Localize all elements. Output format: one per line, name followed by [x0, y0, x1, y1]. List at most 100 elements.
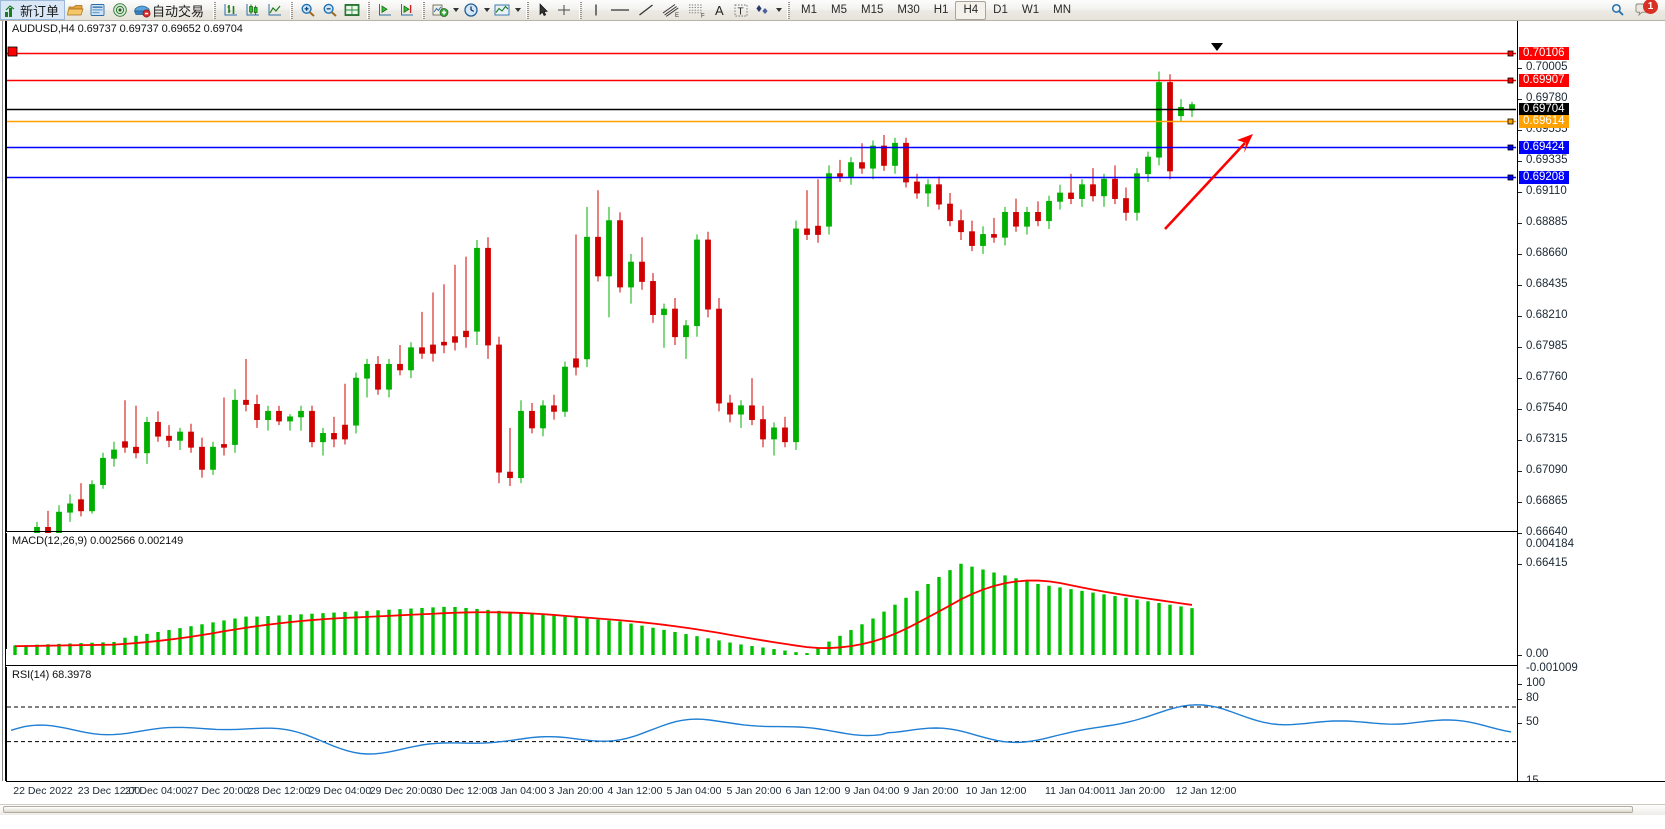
candle	[540, 400, 546, 437]
candle	[1123, 187, 1129, 221]
timeframe-mn[interactable]: MN	[1053, 3, 1071, 16]
periods-dropdown-caret[interactable]	[482, 0, 491, 20]
price-candles-svg	[12, 71, 1195, 569]
data-window-icon[interactable]	[87, 0, 109, 20]
indicators-dropdown-caret[interactable]	[451, 0, 460, 20]
price-tick-label: 0.66865	[1526, 495, 1568, 507]
candle	[133, 405, 139, 459]
time-scale[interactable]: 22 Dec 2022 23 Dec 12:00 27 Dec 04:00 27 De…	[6, 781, 1665, 803]
price-level-tag[interactable]: 0.69907	[1519, 74, 1569, 87]
rsi-tick-label: 50	[1526, 716, 1539, 728]
candle	[650, 273, 656, 323]
timeframe-w1[interactable]: W1	[1021, 3, 1040, 16]
candle	[287, 414, 293, 431]
candlestick-chart-icon[interactable]	[242, 0, 264, 20]
zoom-out-icon[interactable]	[319, 0, 341, 20]
time-axis-label: 30 Dec 12:00	[430, 785, 494, 797]
svg-text:T: T	[738, 7, 744, 18]
tile-windows-icon[interactable]	[341, 0, 363, 20]
toolbar-separator	[422, 1, 426, 19]
horizontal-line-icon[interactable]	[606, 0, 634, 20]
candle	[474, 240, 480, 346]
crosshair-icon[interactable]	[553, 0, 575, 20]
rsi-tick-mark	[1518, 723, 1522, 724]
time-axis-label: 12 Jan 12:00	[1175, 785, 1237, 797]
folder-icon[interactable]	[65, 0, 87, 20]
price-tick-label: 0.68660	[1526, 247, 1568, 259]
timeframe-h1[interactable]: H1	[933, 3, 949, 16]
rsi-tick-label: 100	[1526, 677, 1546, 689]
objects-dropdown-caret[interactable]	[774, 0, 783, 20]
cursor-icon[interactable]	[533, 0, 553, 20]
candle	[243, 358, 249, 412]
search-icon[interactable]	[1607, 0, 1629, 20]
line-chart-icon[interactable]	[264, 0, 286, 20]
fibonacci-icon[interactable]: F	[684, 0, 710, 20]
timeframe-d1[interactable]: D1	[993, 3, 1008, 16]
candle	[595, 190, 601, 282]
autotrading-button[interactable]: 自动交易	[131, 0, 209, 20]
timeframe-h4[interactable]: H4	[955, 0, 987, 20]
timeframe-m1[interactable]: M1	[801, 3, 818, 16]
macd-tick-mark	[1518, 655, 1522, 656]
candle	[1002, 206, 1008, 246]
price-tick-mark	[1518, 502, 1522, 503]
candle	[232, 389, 238, 453]
price-tick-mark	[1518, 161, 1522, 162]
rsi-tick-mark	[1518, 684, 1522, 685]
candle	[331, 416, 337, 448]
chart-canvas-area[interactable]: AUDUSD,H4 0.69737 0.69737 0.69652 0.6970…	[0, 21, 1665, 829]
price-levels-overlay	[7, 43, 1516, 230]
candle	[1090, 168, 1096, 202]
bullish-trend-arrow	[1164, 134, 1253, 230]
candle	[661, 303, 667, 348]
macd-pane[interactable]: MACD(12,26,9) 0.002566 0.002149	[6, 533, 1517, 655]
zoom-in-icon[interactable]	[297, 0, 319, 20]
candle	[166, 425, 172, 448]
candle	[386, 358, 392, 398]
candle	[749, 378, 755, 426]
rsi-pane[interactable]: RSI(14) 68.3978	[6, 667, 1517, 781]
price-level-tag[interactable]: 0.69424	[1519, 141, 1569, 154]
price-level-tag[interactable]: 0.70106	[1519, 47, 1569, 60]
equidistant-channel-icon[interactable]: E	[658, 0, 684, 20]
candle	[793, 220, 799, 451]
new-order-button[interactable]: 新订单	[0, 0, 66, 20]
templates-dropdown-caret[interactable]	[513, 0, 522, 20]
auto-scroll-icon[interactable]	[396, 0, 418, 20]
price-tick-mark	[1518, 223, 1522, 224]
timeframe-m30[interactable]: M30	[897, 3, 920, 16]
price-level-tag[interactable]: 0.69704	[1519, 103, 1569, 116]
shift-end-icon[interactable]	[374, 0, 396, 20]
templates-icon[interactable]	[491, 0, 513, 20]
timeframe-m5[interactable]: M5	[831, 3, 847, 16]
text-label-icon[interactable]: T	[730, 0, 752, 20]
horizontal-scrollbar-thumb[interactable]	[3, 806, 1633, 813]
price-pane[interactable]: AUDUSD,H4 0.69737 0.69737 0.69652 0.6970…	[6, 21, 1517, 569]
candle	[1024, 206, 1030, 235]
objects-icon[interactable]	[752, 0, 774, 20]
candle	[1057, 184, 1063, 210]
candle	[782, 416, 788, 448]
price-level-tag[interactable]: 0.69208	[1519, 171, 1569, 184]
timeframe-m15[interactable]: M15	[861, 3, 884, 16]
candle	[309, 405, 315, 448]
candle	[144, 416, 150, 464]
candle	[298, 405, 304, 431]
candle	[804, 190, 810, 241]
vertical-line-icon[interactable]	[586, 0, 606, 20]
trendline-icon[interactable]	[634, 0, 658, 20]
candle	[485, 237, 491, 359]
signals-icon[interactable]	[109, 0, 131, 20]
toolbar-separator	[579, 1, 583, 19]
price-scale[interactable]: 0.70005 0.69780 0.69555 0.69335 0.69110 0.688…	[1517, 21, 1665, 787]
macd-signal-line	[14, 579, 1193, 649]
periods-icon[interactable]	[460, 0, 482, 20]
text-icon[interactable]: A	[710, 0, 730, 20]
price-level-tag[interactable]: 0.69614	[1519, 115, 1569, 128]
bar-chart-icon[interactable]	[220, 0, 242, 20]
price-tick-label: 0.67315	[1526, 433, 1568, 445]
chat-icon[interactable]: 1	[1633, 0, 1658, 20]
indicators-icon[interactable]	[429, 0, 451, 20]
